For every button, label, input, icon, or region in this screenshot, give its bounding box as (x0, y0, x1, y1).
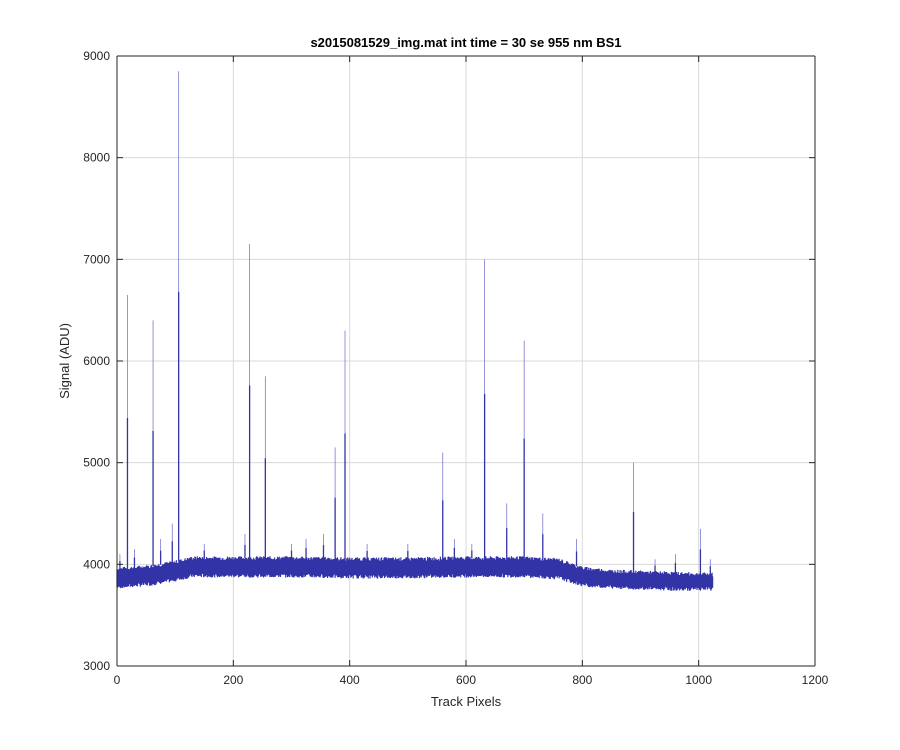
y-tick-label: 4000 (83, 557, 110, 571)
y-tick-label: 8000 (83, 151, 110, 165)
x-tick-label: 600 (456, 673, 476, 687)
plot-area (116, 71, 714, 591)
x-tick-label: 800 (572, 673, 592, 687)
y-axis-label: Signal (ADU) (57, 323, 72, 399)
x-tick-label: 1000 (685, 673, 712, 687)
signal-trace (116, 556, 714, 591)
chart-title: s2015081529_img.mat int time = 30 se 955… (310, 35, 621, 50)
axes: 0 200 400 600 800 1000 1200 3000 4000 5000 6000 700… (83, 49, 828, 687)
y-tick-label: 3000 (83, 659, 110, 673)
y-tick-label: 7000 (83, 252, 110, 266)
y-tick-label: 5000 (83, 456, 110, 470)
x-axis-label: Track Pixels (431, 694, 502, 709)
x-tick-label: 200 (223, 673, 243, 687)
x-tick-label: 0 (114, 673, 121, 687)
x-tick-label: 400 (340, 673, 360, 687)
x-tick-label: 1200 (802, 673, 829, 687)
y-tick-label: 9000 (83, 49, 110, 63)
y-tick-label: 6000 (83, 354, 110, 368)
